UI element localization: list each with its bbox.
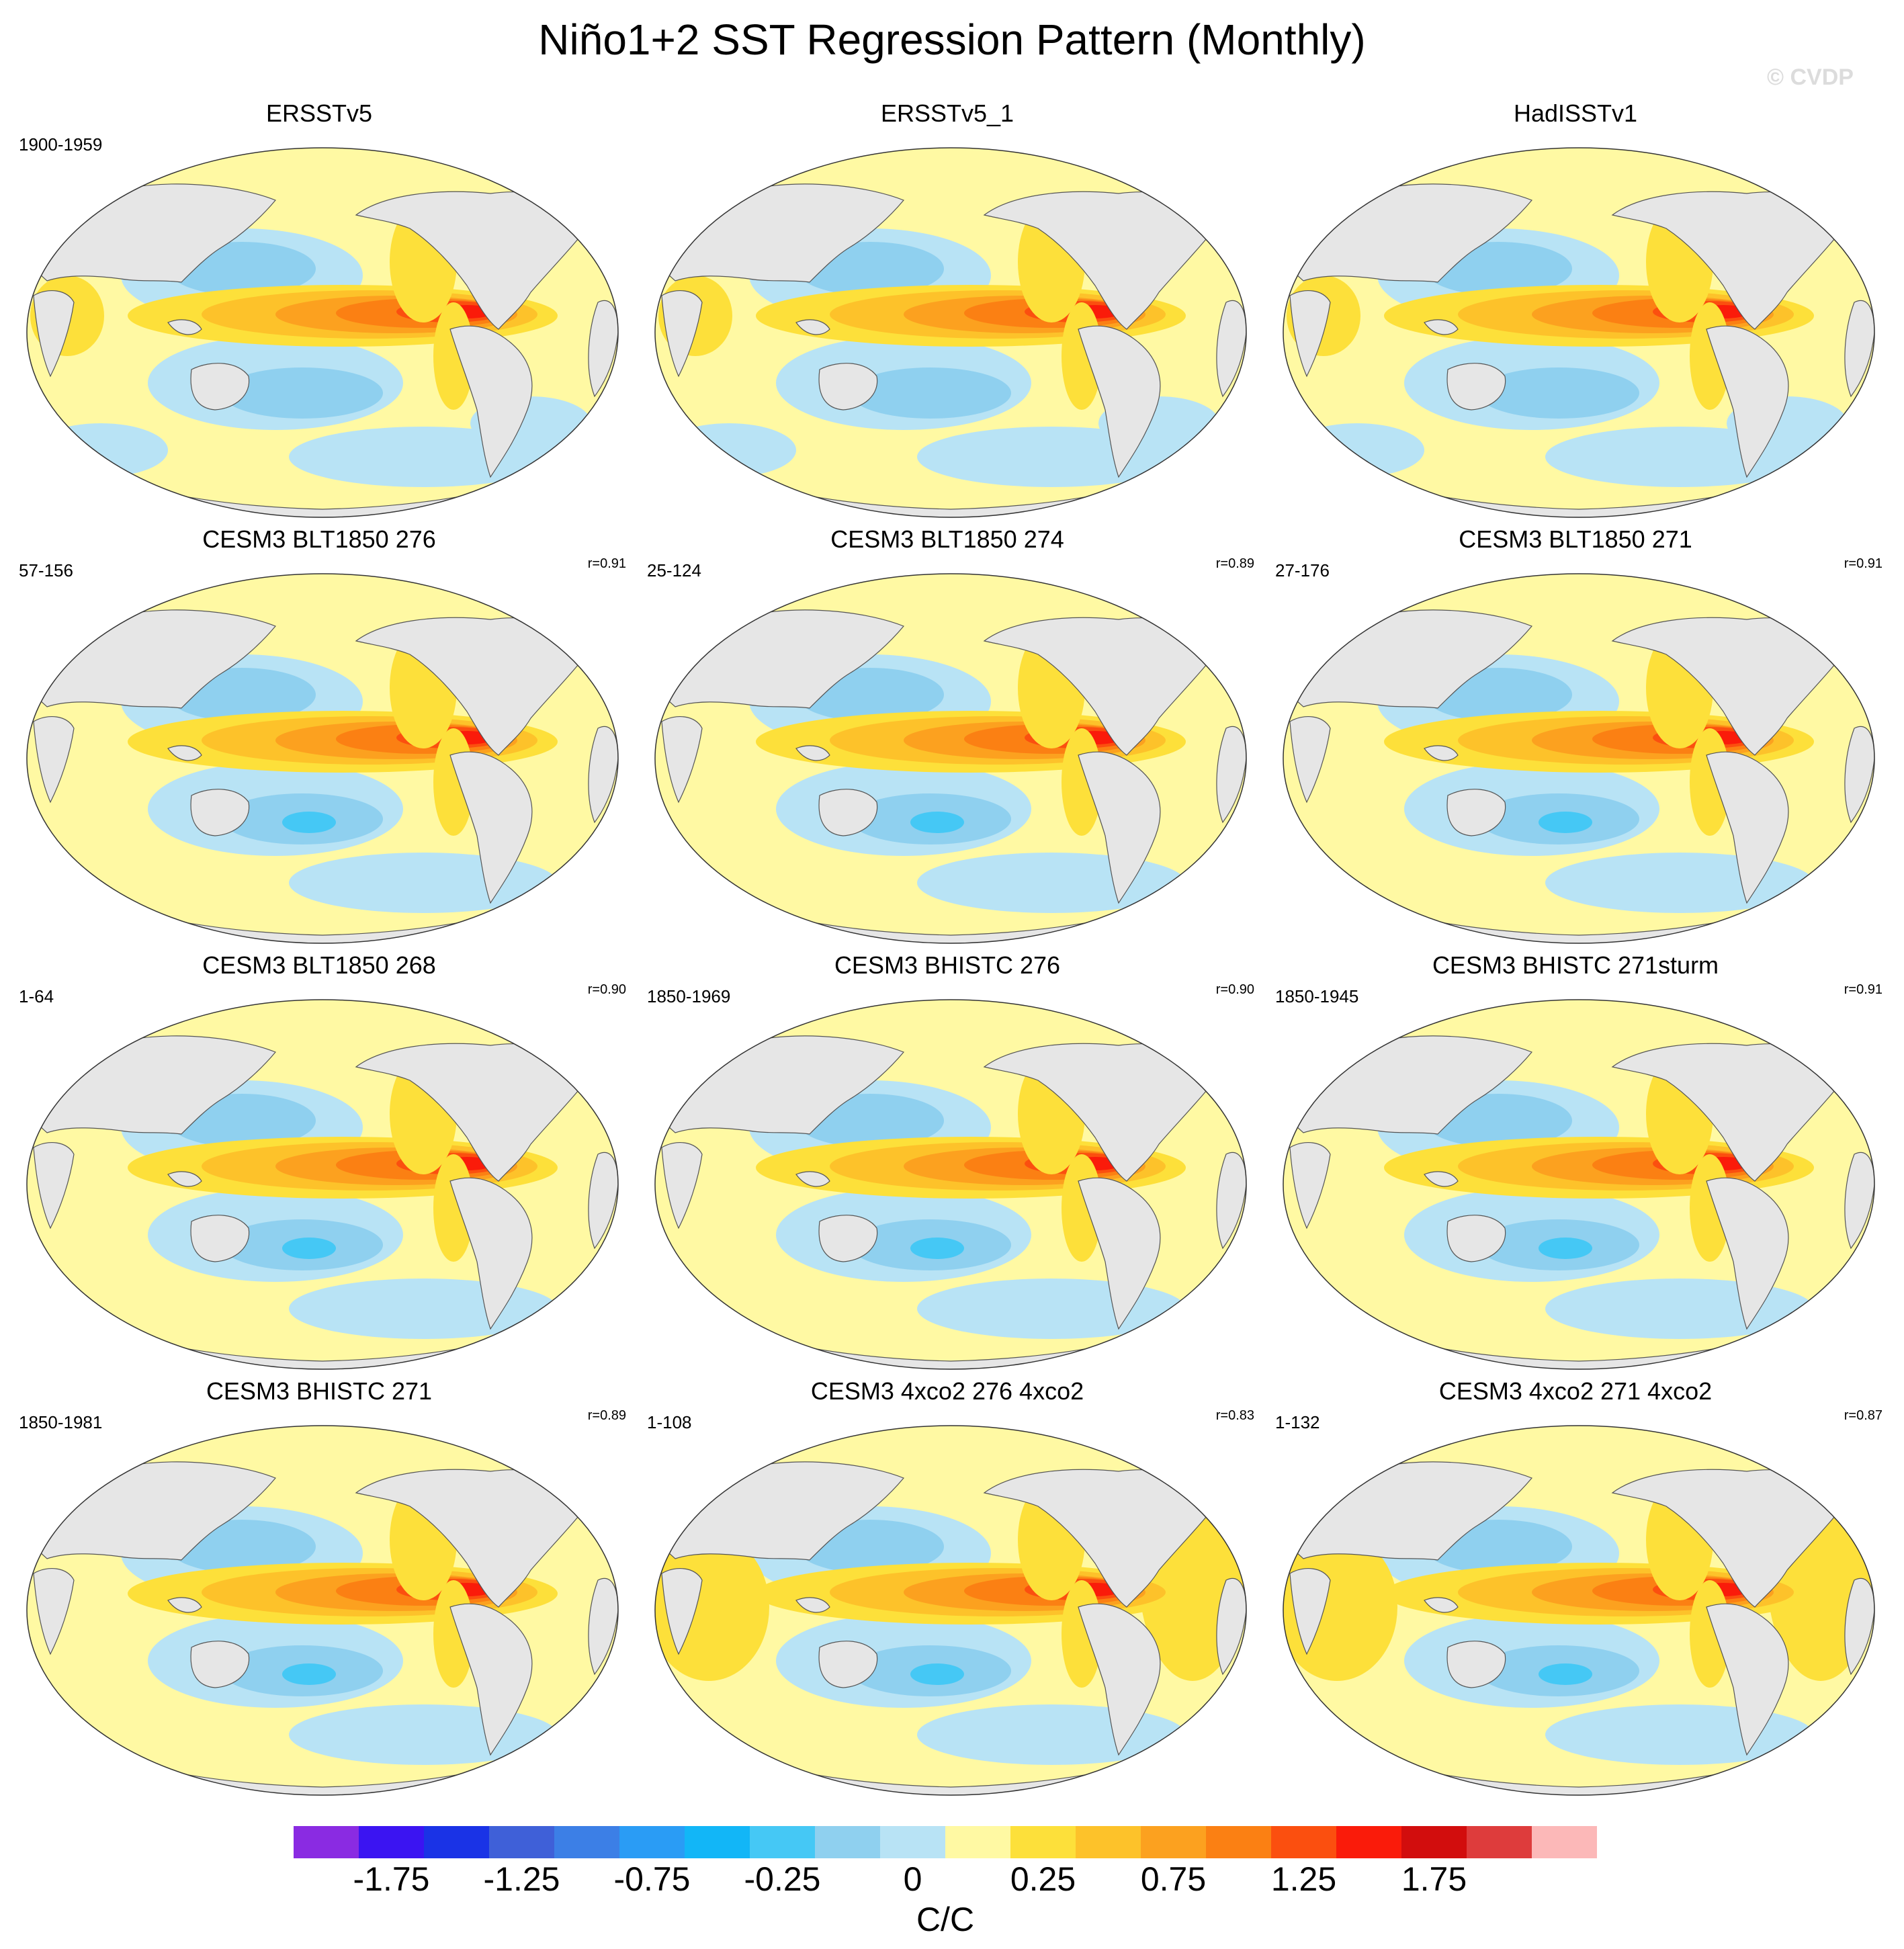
colorbar-swatch [945, 1826, 1010, 1858]
map-panel: CESM3 4xco2 276 4xco2 1-108 r=0.83 [635, 1377, 1260, 1807]
sst-regression-map [1283, 573, 1875, 944]
colorbar-swatch [815, 1826, 880, 1858]
figure-title: Niño1+2 SST Regression Pattern (Monthly) [538, 15, 1366, 64]
colorbar-swatch [1076, 1826, 1141, 1858]
panel-title: CESM3 BHISTC 271 [206, 1377, 433, 1405]
panel-title: CESM3 BHISTC 276 [834, 951, 1061, 979]
map-panel: CESM3 BHISTC 271 1850-1981 r=0.89 [7, 1377, 632, 1807]
colorbar-tick-label: 1.25 [1270, 1860, 1337, 1898]
panel-pattern-correlation: r=0.91 [587, 556, 626, 571]
panel-period: 1850-1969 [647, 986, 731, 1006]
panel-pattern-correlation: r=0.90 [587, 982, 626, 997]
colorbar-tick-label: 0.25 [1010, 1860, 1076, 1898]
colorbar-swatch [489, 1826, 554, 1858]
colorbar-swatch [1532, 1826, 1597, 1858]
panel-title: CESM3 BHISTC 271sturm [1432, 951, 1719, 979]
colorbar-swatch [1467, 1826, 1532, 1858]
panel-period: 1-64 [19, 986, 54, 1006]
colorbar-tick-label: -1.25 [483, 1860, 560, 1898]
panel-period: 57-156 [19, 560, 73, 580]
sst-regression-map [26, 147, 619, 518]
panel-title: CESM3 BLT1850 276 [202, 525, 436, 553]
panel-title: ERSSTv5_1 [880, 99, 1014, 127]
colorbar-swatch [294, 1826, 359, 1858]
colorbar-swatch [1401, 1826, 1467, 1858]
colorbar-swatch [1141, 1826, 1206, 1858]
colorbar-swatch [359, 1826, 424, 1858]
colorbar-swatch [424, 1826, 489, 1858]
map-panel: CESM3 BLT1850 276 57-156 r=0.91 [7, 525, 632, 955]
panel-title: HadISSTv1 [1513, 99, 1638, 127]
colorbar-swatch [554, 1826, 619, 1858]
panel-period: 1-108 [647, 1412, 692, 1432]
sst-regression-map [654, 573, 1247, 944]
panel-pattern-correlation: r=0.89 [1215, 556, 1254, 571]
cvdp-watermark: © CVDP [1767, 64, 1854, 90]
panel-title: CESM3 4xco2 276 4xco2 [810, 1377, 1084, 1405]
panel-pattern-correlation: r=0.89 [587, 1408, 626, 1423]
colorbar-tick-label: 0 [903, 1860, 922, 1898]
colorbar-swatch [1206, 1826, 1271, 1858]
colorbar-swatch [880, 1826, 945, 1858]
panel-period: 1-132 [1275, 1412, 1320, 1432]
panel-title: CESM3 BLT1850 268 [202, 951, 436, 979]
map-panel: CESM3 BHISTC 271sturm 1850-1945 r=0.91 [1263, 951, 1888, 1381]
colorbar-swatch [1336, 1826, 1401, 1858]
panel-title: CESM3 BLT1850 271 [1459, 525, 1692, 553]
colorbar-tick-label: -0.25 [744, 1860, 821, 1898]
sst-regression-map [654, 1425, 1247, 1796]
map-panel: HadISSTv1 [1263, 99, 1888, 529]
colorbar-swatch [750, 1826, 815, 1858]
panel-period: 1850-1945 [1275, 986, 1359, 1006]
map-panel: ERSSTv5 1900-1959 [7, 99, 632, 529]
map-panel: CESM3 4xco2 271 4xco2 1-132 r=0.87 [1263, 1377, 1888, 1807]
sst-regression-map [26, 1425, 619, 1796]
panel-period: 1900-1959 [19, 134, 103, 155]
panel-title: CESM3 BLT1850 274 [830, 525, 1064, 553]
colorbar-tick-label: -1.75 [353, 1860, 430, 1898]
colorbar-tick-label: 1.75 [1401, 1860, 1467, 1898]
colorbar-tick-label: -0.75 [613, 1860, 691, 1898]
colorbar-units: C/C [916, 1901, 975, 1938]
sst-regression-map [1283, 1425, 1875, 1796]
sst-regression-map [654, 147, 1247, 518]
map-panel: CESM3 BHISTC 276 1850-1969 r=0.90 [635, 951, 1260, 1381]
colorbar-swatch [1010, 1826, 1076, 1858]
panel-pattern-correlation: r=0.91 [1844, 982, 1883, 997]
sst-regression-map [26, 999, 619, 1370]
colorbar-swatch [1271, 1826, 1336, 1858]
colorbar [294, 1826, 1597, 1858]
colorbar-swatch [685, 1826, 750, 1858]
panel-pattern-correlation: r=0.91 [1844, 556, 1883, 571]
map-panel: CESM3 BLT1850 274 25-124 r=0.89 [635, 525, 1260, 955]
map-panel: CESM3 BLT1850 271 27-176 r=0.91 [1263, 525, 1888, 955]
panel-pattern-correlation: r=0.90 [1215, 982, 1254, 997]
sst-regression-map [26, 573, 619, 944]
panel-period: 27-176 [1275, 560, 1330, 580]
panel-period: 25-124 [647, 560, 701, 580]
panel-pattern-correlation: r=0.83 [1215, 1408, 1254, 1423]
map-panel: ERSSTv5_1 [635, 99, 1260, 529]
colorbar-swatch [619, 1826, 685, 1858]
panel-title: CESM3 4xco2 271 4xco2 [1438, 1377, 1713, 1405]
panel-period: 1850-1981 [19, 1412, 103, 1432]
colorbar-tick-label: 0.75 [1140, 1860, 1207, 1898]
sst-regression-map [1283, 999, 1875, 1370]
map-panel: CESM3 BLT1850 268 1-64 r=0.90 [7, 951, 632, 1381]
panel-pattern-correlation: r=0.87 [1844, 1408, 1883, 1423]
sst-regression-map [1283, 147, 1875, 518]
panel-title: ERSSTv5 [265, 99, 373, 127]
sst-regression-map [654, 999, 1247, 1370]
